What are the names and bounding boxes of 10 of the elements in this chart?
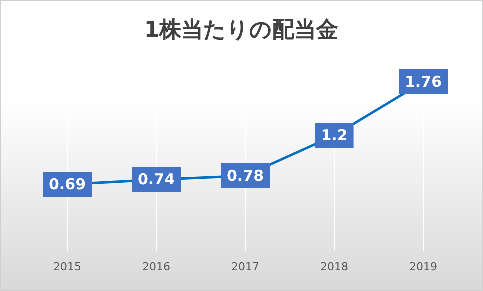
x-tick-label: 2019 [410, 260, 438, 274]
data-label: 1.76 [404, 72, 442, 91]
data-label: 0.74 [138, 170, 176, 189]
x-tick-label: 2018 [320, 260, 348, 274]
x-tick-label: 2016 [142, 260, 170, 274]
x-tick-label: 2015 [54, 260, 82, 274]
x-tick-label: 2017 [232, 260, 260, 274]
chart-title: 1株当たりの配当金 [143, 17, 340, 45]
data-label: 0.78 [226, 166, 264, 185]
data-label: 0.69 [48, 176, 86, 194]
